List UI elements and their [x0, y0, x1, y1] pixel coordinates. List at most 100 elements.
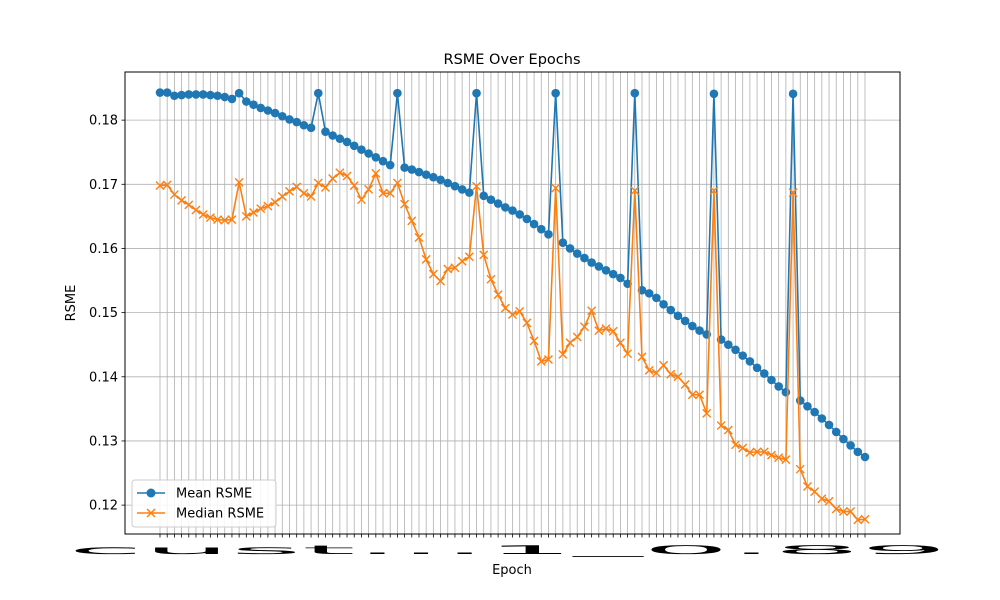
data-point	[623, 349, 633, 359]
data-point	[745, 357, 755, 366]
data-point	[594, 262, 604, 271]
data-point	[752, 363, 762, 373]
data-point	[472, 181, 482, 191]
data-point	[292, 182, 302, 192]
data-point	[256, 204, 266, 214]
data-point	[155, 88, 165, 97]
data-point	[378, 188, 388, 198]
data-point	[184, 200, 194, 210]
legend-label-mean-rsme: Mean RSME	[176, 487, 252, 502]
data-point	[400, 163, 409, 172]
data-point	[688, 321, 697, 331]
data-point	[839, 434, 848, 444]
data-point	[479, 250, 489, 260]
data-point	[608, 326, 618, 336]
data-point	[306, 123, 316, 133]
data-point	[465, 188, 474, 197]
data-point	[687, 390, 697, 400]
data-point	[853, 515, 863, 525]
data-point	[263, 201, 273, 211]
legend-marker-median-rsme	[146, 508, 156, 518]
data-point	[572, 332, 582, 342]
data-point	[788, 188, 798, 198]
data-point	[392, 178, 402, 188]
data-point	[155, 181, 165, 191]
data-point	[213, 215, 223, 225]
data-point	[723, 425, 733, 435]
data-point	[328, 131, 337, 140]
x-gridlines	[159, 72, 866, 534]
data-point	[191, 205, 201, 215]
data-point	[162, 88, 172, 97]
data-point	[162, 180, 172, 190]
data-point	[724, 340, 733, 350]
data-point	[299, 188, 309, 198]
data-point	[278, 111, 287, 121]
data-point	[738, 351, 747, 360]
data-point	[522, 214, 532, 224]
data-point	[371, 168, 381, 178]
data-point	[393, 88, 402, 98]
data-point	[666, 369, 676, 379]
data-point	[831, 504, 841, 514]
data-point	[673, 311, 683, 321]
data-point	[731, 345, 740, 355]
data-point	[615, 338, 625, 348]
data-point	[716, 421, 726, 431]
data-point	[450, 181, 460, 191]
data-point	[479, 191, 489, 201]
data-point	[349, 141, 359, 151]
series-mean-rsme	[155, 88, 870, 462]
data-point	[795, 396, 805, 405]
data-point	[630, 88, 640, 98]
data-point	[644, 289, 654, 298]
data-point	[400, 199, 410, 209]
data-point	[493, 290, 503, 300]
data-point	[558, 349, 568, 359]
data-point	[565, 244, 575, 253]
data-point	[493, 199, 503, 208]
data-point	[853, 447, 863, 457]
legend-label-median-rsme: Median RSME	[176, 507, 264, 522]
data-point	[774, 382, 783, 391]
data-point	[544, 230, 553, 239]
data-point	[321, 127, 330, 136]
data-point	[421, 254, 431, 264]
data-point	[766, 450, 776, 460]
y-axis: 0.12 0.13 0.14 0.15 0.16 0.17 0.18	[89, 114, 125, 514]
data-point	[320, 183, 330, 192]
data-point	[810, 487, 820, 497]
data-point	[270, 108, 280, 118]
data-point	[580, 253, 589, 263]
data-point	[774, 453, 784, 463]
y-tick-label: 0.13	[89, 434, 118, 449]
data-point	[767, 375, 776, 385]
data-point	[616, 273, 625, 283]
data-point	[234, 88, 244, 98]
data-point	[205, 213, 215, 223]
data-point	[709, 186, 719, 196]
data-point	[177, 90, 186, 100]
data-point	[436, 175, 445, 185]
data-point	[414, 233, 424, 243]
data-point	[587, 258, 596, 267]
data-point	[256, 103, 266, 113]
data-point	[472, 88, 481, 98]
data-point	[759, 369, 769, 378]
data-point	[220, 215, 230, 225]
data-point	[543, 354, 553, 364]
data-point	[364, 149, 373, 158]
data-point	[601, 265, 611, 275]
legend: Mean RSME Median RSME	[131, 479, 277, 528]
data-point	[357, 145, 366, 154]
data-point	[594, 326, 604, 336]
data-point	[579, 322, 589, 332]
data-point	[817, 494, 827, 504]
data-point	[342, 137, 352, 147]
data-point	[277, 191, 287, 201]
data-point	[170, 91, 179, 101]
data-point	[285, 115, 294, 124]
data-point	[249, 208, 259, 218]
y-tick-label: 0.16	[89, 242, 118, 257]
